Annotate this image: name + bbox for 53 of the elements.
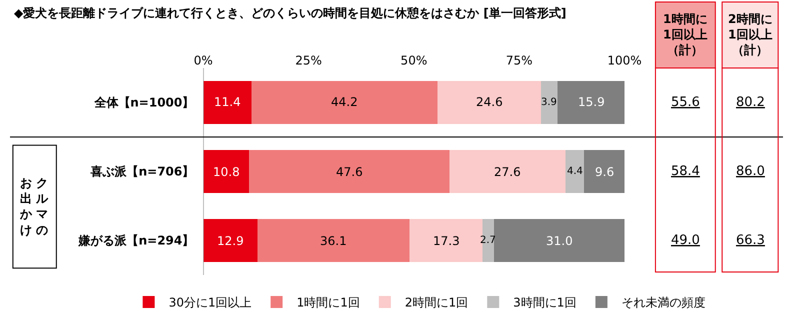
data-label: 12.9 — [217, 234, 244, 248]
data-label: 2.7 — [480, 235, 496, 246]
bar — [203, 81, 252, 124]
data-label: 11.4 — [214, 95, 241, 109]
text: 1時間に1回以上（計） — [663, 12, 708, 58]
data-label: 44.2 — [331, 95, 358, 109]
data-label: 4.4 — [567, 166, 583, 177]
bar — [258, 219, 410, 262]
bar — [248, 150, 450, 193]
text: 49.0 — [671, 233, 700, 248]
x-tick-label: 75% — [506, 54, 533, 68]
legend-label: 3時間に1回 — [513, 296, 576, 310]
data-label: 10.8 — [213, 165, 240, 179]
bar — [203, 150, 249, 193]
bar — [584, 150, 625, 193]
legend-label: それ未満の頻度 — [621, 296, 706, 310]
legend-label: 30分に1回以上 — [168, 296, 252, 310]
data-label: 27.6 — [494, 165, 521, 179]
text: 58.4 — [671, 164, 700, 179]
bar — [566, 150, 584, 193]
bar — [541, 81, 558, 124]
data-label: 36.1 — [320, 234, 347, 248]
text: 55.6 — [671, 95, 700, 110]
data-label: 17.3 — [433, 234, 460, 248]
x-tick-label: 25% — [295, 54, 322, 68]
legend-label: 2時間に1回 — [404, 296, 468, 310]
text: 2時間に1回以上（計） — [728, 12, 772, 58]
data-label: 24.6 — [476, 95, 503, 109]
bar — [482, 219, 494, 262]
legend-label: 1時間に1回 — [296, 296, 360, 310]
x-tick-label: 100% — [607, 54, 642, 68]
data-label: 3.9 — [541, 97, 557, 108]
text: 80.2 — [736, 95, 765, 110]
x-tick-label: 50% — [400, 54, 428, 68]
text: 86.0 — [736, 164, 765, 179]
data-label: 47.6 — [336, 165, 363, 179]
text: 66.3 — [736, 233, 765, 248]
data-label: 31.0 — [546, 234, 573, 248]
bar — [449, 150, 566, 193]
data-label: 9.6 — [595, 165, 614, 179]
x-tick-label: 0% — [194, 54, 213, 68]
y-tick-label: 全体【n=1000】 — [93, 96, 194, 110]
bar — [203, 219, 258, 262]
text: クルマの — [35, 176, 49, 237]
bar — [437, 81, 542, 124]
text: お出かけ — [19, 176, 33, 237]
bar — [251, 81, 438, 124]
bar — [558, 81, 625, 124]
y-tick-label: 嫌がる派【n=294】 — [78, 234, 194, 248]
y-tick-label: 喜ぶ派【n=706】 — [90, 164, 194, 179]
data-label: 15.9 — [578, 95, 605, 109]
chart-title: ◆愛犬を長距離ドライブに連れて行くとき、どのくらいの時間を目処に休憩をはさむか [単一回答形式] — [14, 6, 566, 20]
bar — [494, 219, 625, 262]
